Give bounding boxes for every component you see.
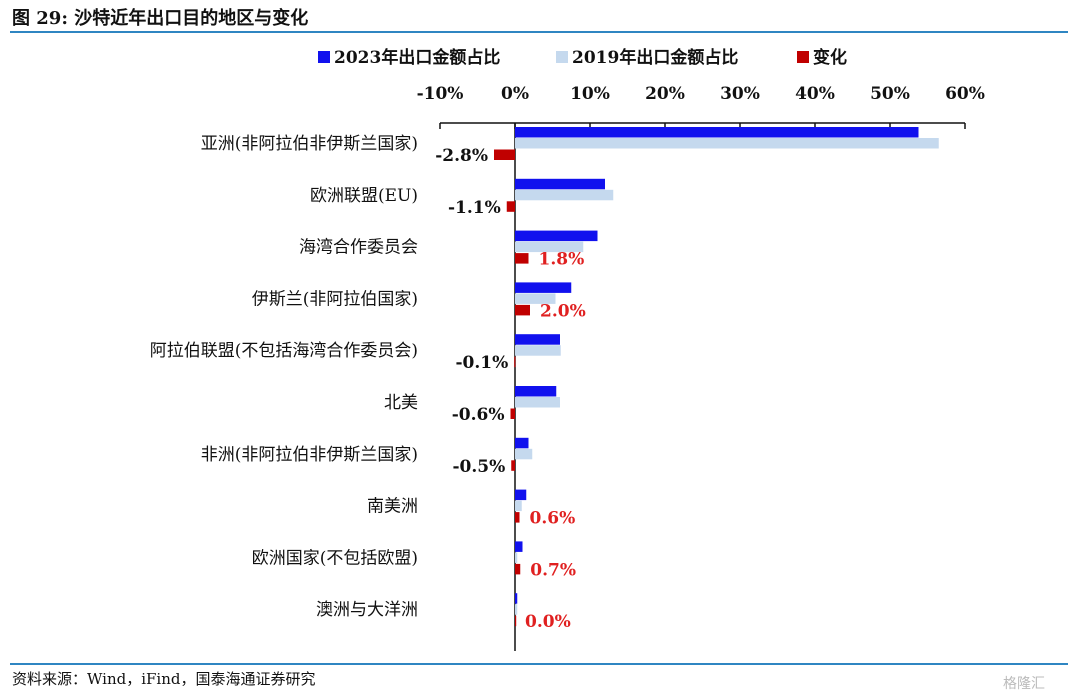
category-label: 南美洲	[367, 497, 418, 517]
x-tick-label: 20%	[645, 84, 685, 104]
x-tick-label: 0%	[501, 84, 529, 104]
category-label: 亚洲(非阿拉伯非伊斯兰国家)	[201, 134, 418, 154]
bar-2023	[515, 489, 527, 501]
category-label: 北美	[384, 393, 418, 413]
bar-2019	[515, 500, 522, 512]
bar-2023	[515, 127, 919, 138]
bar-2023	[515, 334, 560, 345]
bar-2019	[515, 448, 533, 460]
source-note: 资料来源：Wind，iFind，国泰海通证券研究	[12, 670, 316, 688]
bar-2023	[515, 593, 518, 604]
bar-2019	[515, 604, 518, 615]
x-tick-label: 40%	[795, 84, 835, 104]
change-data-label: 0.6%	[530, 509, 576, 529]
change-data-label: -0.5%	[452, 457, 505, 477]
legend-label: 2023年出口金额占比	[334, 47, 500, 68]
x-tick-label: 50%	[870, 84, 910, 104]
bar-2019	[515, 138, 939, 149]
bar-2023	[515, 230, 598, 242]
bar-change	[514, 356, 516, 368]
category-label: 澳洲与大洋洲	[316, 600, 418, 620]
x-tick-label: 60%	[945, 84, 985, 104]
bar-change	[494, 149, 515, 160]
category-label: 欧洲联盟(EU)	[310, 186, 418, 206]
bar-chart: 2023年出口金额占比 2019年出口金额占比 变化 -10% 0% 10% 20% 30% 4…	[150, 47, 985, 651]
bar-change	[515, 615, 517, 627]
bar-change	[511, 460, 515, 471]
legend-label: 变化	[813, 47, 847, 68]
bar-2019	[515, 345, 561, 356]
change-data-label: 0.0%	[525, 612, 571, 632]
bar-2023	[515, 282, 572, 293]
bar-2019	[515, 189, 614, 201]
change-data-label: -2.8%	[435, 146, 488, 166]
bar-2019	[515, 552, 518, 563]
bar-change	[515, 304, 530, 316]
top-rule	[10, 31, 1068, 33]
bottom-rule	[10, 663, 1068, 665]
change-data-label: -1.1%	[448, 198, 501, 218]
bar-2023	[515, 541, 523, 552]
category-label: 海湾合作委员会	[299, 238, 418, 258]
bar-2023	[515, 178, 605, 190]
x-tick-label: 30%	[720, 84, 760, 104]
bar-2023	[515, 437, 529, 449]
legend-swatch	[318, 51, 330, 63]
category-label: 欧洲国家(不包括欧盟)	[252, 548, 418, 568]
change-data-label: 0.7%	[530, 560, 576, 580]
change-data-label: -0.6%	[452, 405, 505, 425]
bar-change	[515, 253, 529, 264]
legend-swatch	[556, 51, 568, 63]
x-tick-label: -10%	[417, 84, 464, 104]
legend-swatch	[797, 51, 809, 63]
figure-title: 图 29: 沙特近年出口目的地区与变化	[12, 8, 309, 29]
category-label: 伊斯兰(非阿拉伯国家)	[252, 289, 418, 309]
bar-2019	[515, 241, 584, 253]
bar-2019	[515, 397, 560, 408]
category-label: 阿拉伯联盟(不包括海湾合作委员会)	[150, 341, 418, 361]
change-data-label: 2.0%	[540, 301, 586, 321]
change-data-label: -0.1%	[455, 353, 508, 373]
watermark-logo: 格隆汇	[1003, 676, 1045, 692]
bar-change	[506, 201, 515, 212]
bar-2019	[515, 293, 556, 304]
category-label: 非洲(非阿拉伯非伊斯兰国家)	[201, 445, 418, 465]
bar-change	[515, 512, 520, 523]
bar-2023	[515, 386, 557, 397]
legend-label: 2019年出口金额占比	[572, 47, 738, 68]
x-tick-label: 10%	[570, 84, 610, 104]
change-data-label: 1.8%	[539, 250, 585, 270]
bar-change	[515, 563, 521, 575]
bar-change	[510, 408, 515, 419]
